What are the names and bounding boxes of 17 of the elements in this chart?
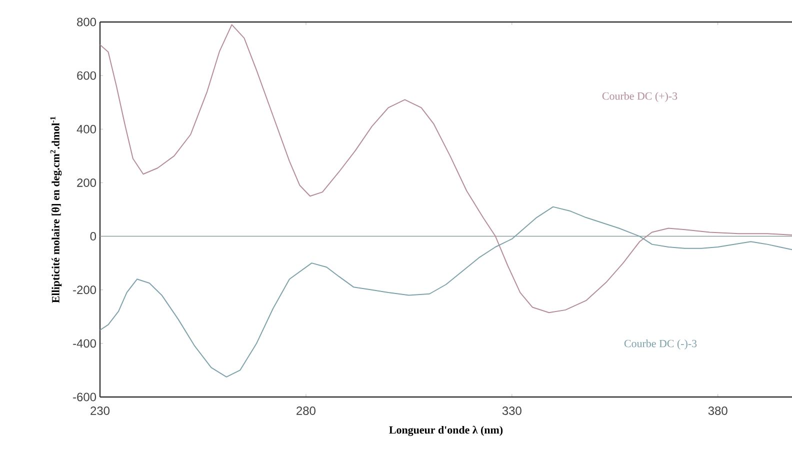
text: Courbe DC (+)-3 [602,92,678,102]
line-series [100,24,792,314]
y-tick-label: -600 [73,392,96,402]
y-tick-label: 0 [90,232,96,241]
x-tick-label: 280 [296,406,316,415]
y-axis-title: Ellipticité molaire [θ] en deg.cm$^{2}$.dmol$^{-1}$ [50,116,62,303]
x-tick-label: 230 [90,406,110,415]
x-tick-label: 330 [502,406,522,415]
x-tick-label: 380 [708,406,728,415]
y-tick-label: 400 [76,124,96,134]
x-axis-title: Longueur d'onde λ (nm) [389,426,503,436]
text: Courbe DC (-)-3 [624,340,697,350]
y-tick-label: 600 [77,71,96,80]
y-tick-label: 200 [77,178,96,187]
y-tick-label: 800 [77,18,96,26]
y-tick-label: -200 [73,286,96,294]
y-tick-label: -400 [73,339,96,348]
